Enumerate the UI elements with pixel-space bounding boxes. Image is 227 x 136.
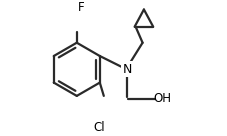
Text: N: N (122, 63, 131, 76)
Text: Cl: Cl (92, 121, 104, 134)
Text: OH: OH (153, 92, 171, 105)
Text: F: F (78, 1, 84, 14)
